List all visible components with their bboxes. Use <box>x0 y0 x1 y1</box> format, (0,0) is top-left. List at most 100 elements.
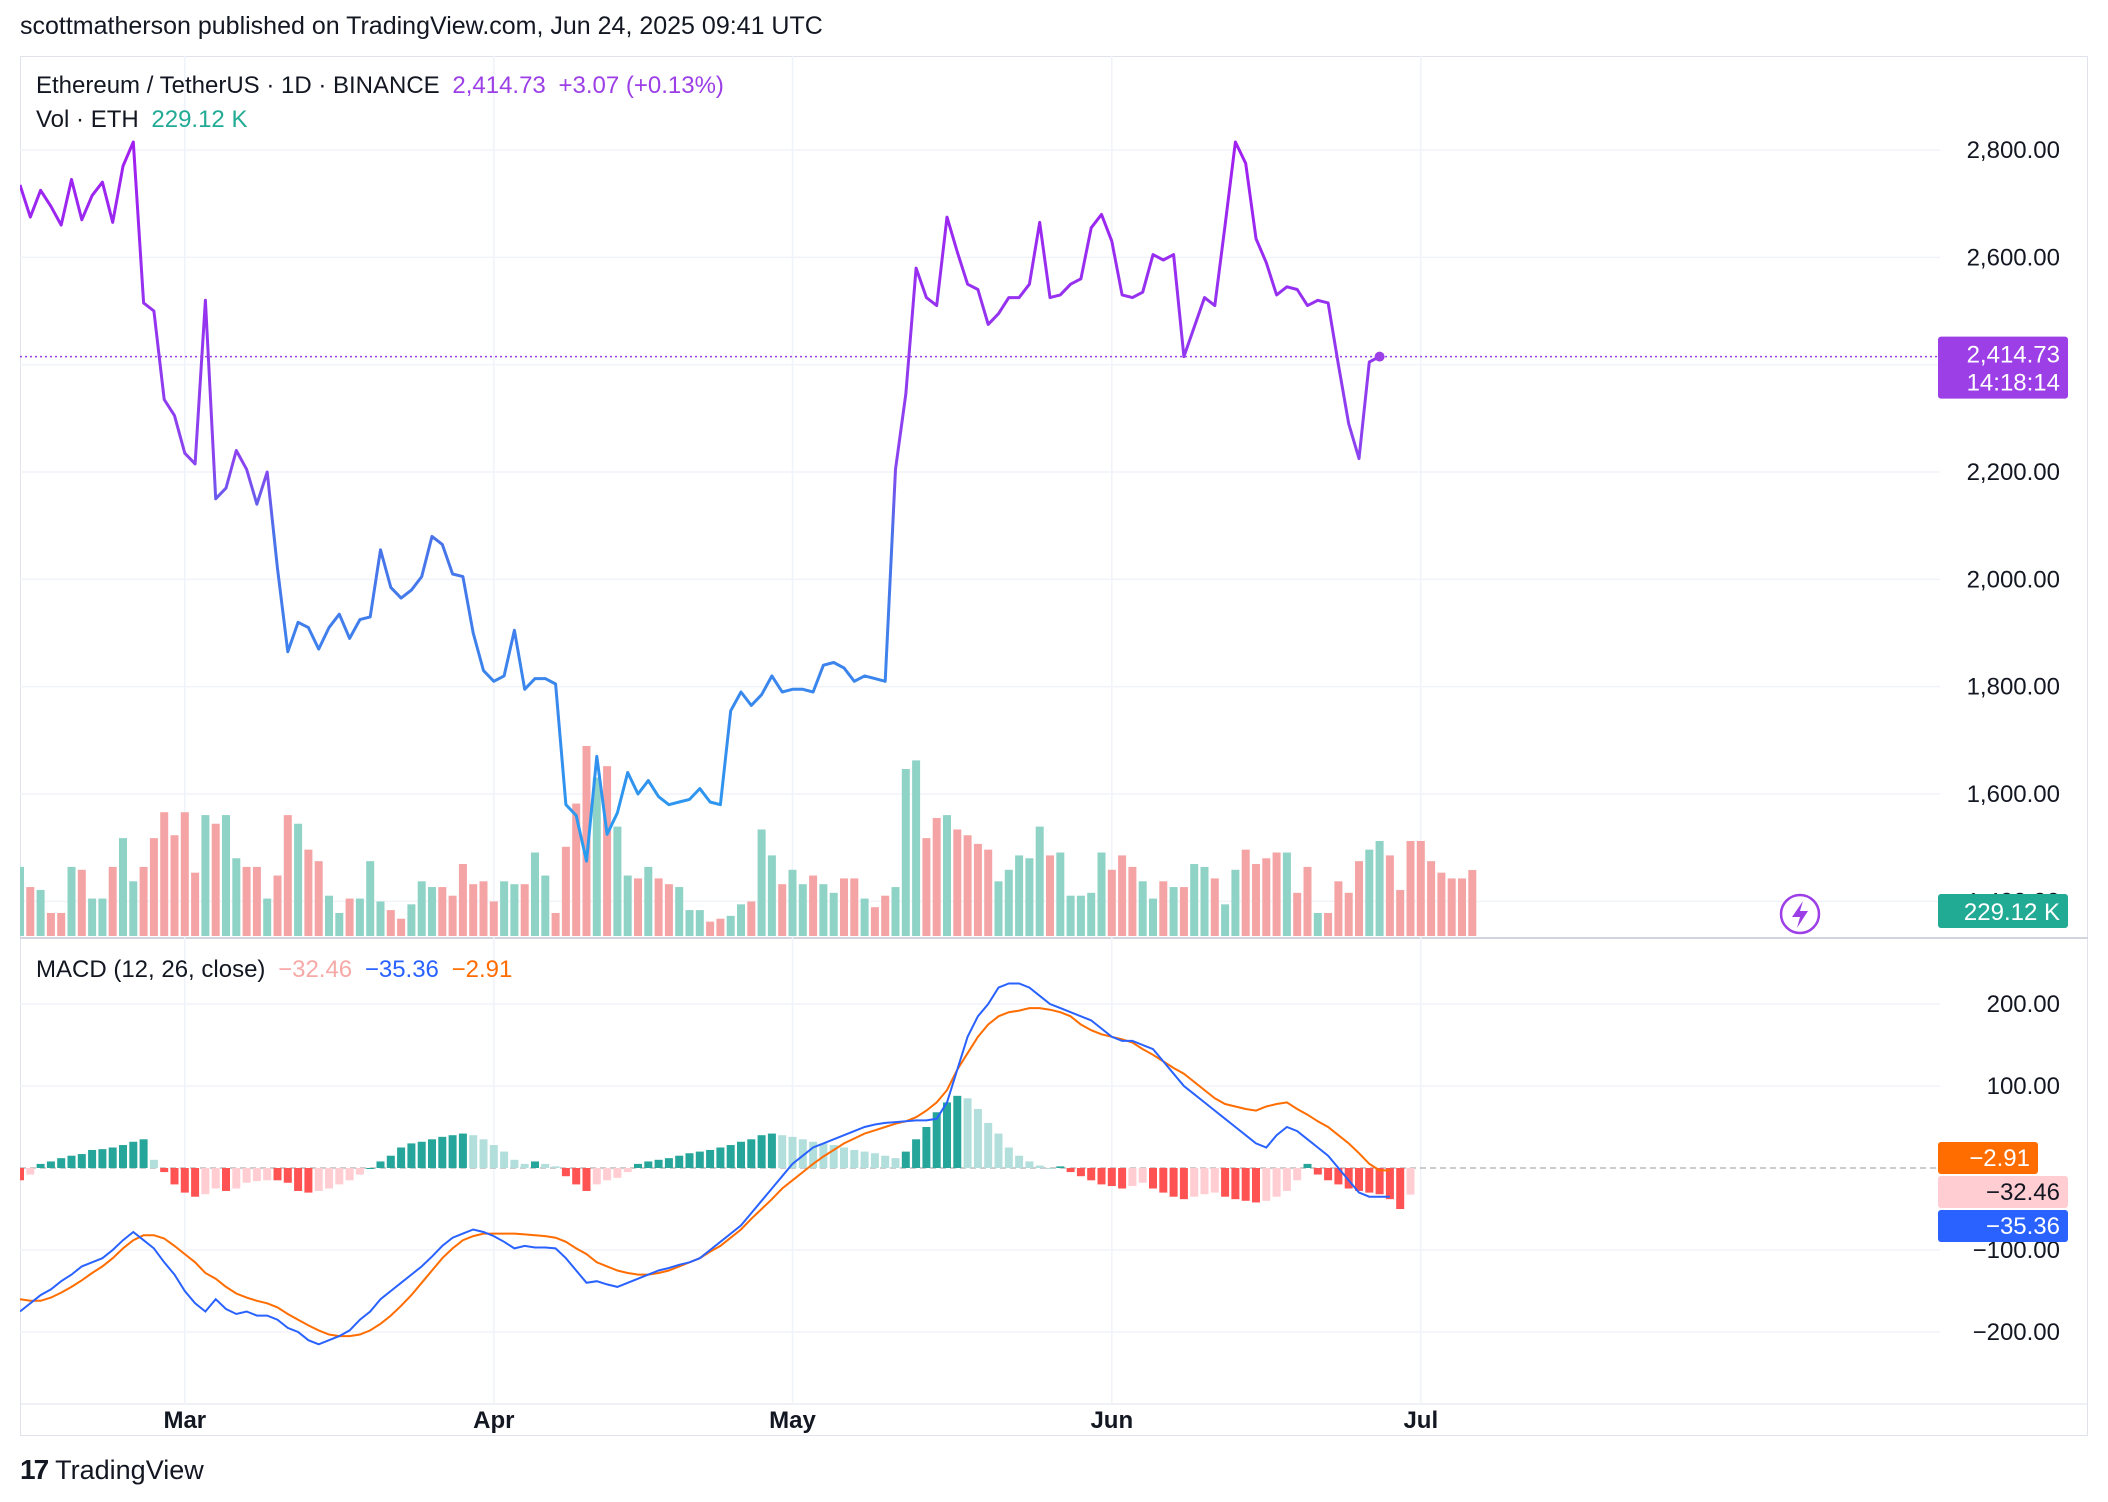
macd-histogram-bar <box>77 1154 86 1168</box>
macd-histogram-bar <box>1097 1168 1106 1185</box>
macd-histogram-bar <box>551 1166 560 1168</box>
volume-bar <box>252 866 261 936</box>
macd-histogram-bar <box>355 1168 364 1175</box>
volume-bar <box>232 858 241 936</box>
macd-histogram-bar <box>603 1168 612 1181</box>
volume-bar <box>1025 858 1034 936</box>
macd-histogram-bar <box>98 1149 107 1168</box>
volume-bar <box>26 887 35 936</box>
macd-histogram-bar <box>531 1161 539 1168</box>
volume-bar <box>1262 858 1271 936</box>
volume-bar <box>355 898 364 936</box>
macd-histogram-bar <box>984 1122 993 1168</box>
volume-bar <box>901 769 910 936</box>
volume-bar <box>1015 855 1024 936</box>
last-price-badge-value: 2,414.73 <box>1967 342 2060 369</box>
volume-legend: Vol · ETH 229.12 K <box>36 106 253 134</box>
macd-histogram-bar <box>1190 1168 1199 1197</box>
macd-histogram-bar <box>20 1168 24 1181</box>
volume-bar <box>994 881 1003 936</box>
macd-line-badge[interactable] <box>1938 1210 2068 1242</box>
lightning-bolt-icon <box>1792 901 1808 928</box>
volume-bar <box>1149 898 1157 936</box>
volume-bar <box>201 815 210 936</box>
macd-histogram-bar <box>108 1147 117 1168</box>
price-tick-label: 2,600.00 <box>1967 244 2060 271</box>
volume-bar <box>458 864 467 936</box>
macd-histogram-bar <box>149 1159 158 1168</box>
volume-bar <box>191 872 200 936</box>
volume-bar <box>1303 866 1312 936</box>
symbol-name[interactable]: Ethereum / TetherUS · 1D · BINANCE <box>36 72 440 99</box>
volume-bar <box>1169 887 1178 936</box>
macd-signal-badge[interactable] <box>1938 1142 2038 1174</box>
tradingview-logo-icon: 17 <box>20 1454 49 1485</box>
volume-bar <box>840 878 848 936</box>
volume-badge-value: 229.12 K <box>1964 899 2060 926</box>
macd-histogram-bar <box>592 1168 601 1185</box>
last-price-badge[interactable] <box>1938 336 2068 399</box>
macd-histogram-bar <box>407 1143 416 1168</box>
volume-label[interactable]: Vol · ETH <box>36 106 139 133</box>
volume-bar <box>737 904 745 936</box>
chart-canvas[interactable]: 2,800.00 2,600.00 2,200.00 2,000.00 1,800.00… <box>20 56 2088 1436</box>
price-line <box>20 140 1381 863</box>
macd-histogram-bar <box>129 1141 138 1168</box>
volume-bar <box>88 898 97 936</box>
macd-histogram-bar <box>747 1139 756 1168</box>
macd-histogram-bar <box>458 1133 467 1168</box>
macd-histogram-bar <box>314 1168 323 1191</box>
price-tick-label: 1,600.00 <box>1967 781 2060 808</box>
volume-bar <box>644 866 653 936</box>
volume-bar <box>98 898 107 936</box>
volume-bar <box>1375 841 1384 936</box>
macd-histogram-bar <box>500 1151 509 1168</box>
macd-histogram-bar <box>973 1108 982 1168</box>
macd-histogram-bar <box>675 1155 684 1168</box>
volume-bar <box>943 815 951 936</box>
volume-bar <box>850 878 859 936</box>
macd-histogram-bar <box>428 1139 436 1168</box>
volume-bar <box>891 887 900 936</box>
volume-bar <box>695 910 704 936</box>
chart-border <box>20 56 2088 1436</box>
macd-line-value: −35.36 <box>364 956 439 983</box>
volume-bar <box>304 849 313 936</box>
volume-bar <box>592 777 601 936</box>
volume-bar <box>1252 864 1260 936</box>
macd-histogram-bar <box>397 1147 406 1168</box>
countdown-label: 14:18:14 <box>1967 370 2060 397</box>
macd-histogram-bar <box>1406 1168 1415 1195</box>
macd-histogram-bar <box>232 1168 241 1189</box>
volume-bar <box>67 866 76 936</box>
macd-histogram-bar <box>1159 1168 1168 1193</box>
volume-bar <box>1128 866 1137 936</box>
volume-bar <box>757 829 766 936</box>
macd-histogram-bar <box>1241 1168 1250 1201</box>
volume-bar <box>1344 892 1353 936</box>
volume-bar <box>273 875 282 936</box>
volume-badge[interactable] <box>1938 894 2068 928</box>
tradingview-brand[interactable]: 17 TradingView <box>20 1454 204 1486</box>
macd-hist-badge[interactable] <box>1938 1176 2068 1208</box>
macd-histogram-bar <box>252 1168 261 1182</box>
volume-bar <box>1138 881 1147 936</box>
volume-bar <box>788 869 797 936</box>
macd-histogram-bar <box>1138 1168 1147 1183</box>
macd-histogram-bar <box>1076 1168 1085 1177</box>
macd-histogram-bar <box>1066 1168 1075 1173</box>
macd-label[interactable]: MACD (12, 26, close) <box>36 956 266 983</box>
volume-bar <box>912 760 921 936</box>
macd-histogram-bar <box>757 1135 766 1168</box>
volume-bar <box>1282 852 1291 936</box>
macd-line <box>20 982 1390 1346</box>
volume-bar <box>1097 852 1106 936</box>
macd-histogram-bar <box>1087 1168 1096 1181</box>
macd-histogram-bar <box>829 1145 838 1168</box>
volume-bar <box>1035 826 1044 936</box>
macd-histogram-bar <box>1025 1161 1034 1168</box>
macd-histogram-bar <box>572 1168 581 1185</box>
price-change: +3.07 (+0.13%) <box>558 72 724 99</box>
volume-bar <box>922 838 931 936</box>
volume-bar <box>798 884 807 936</box>
